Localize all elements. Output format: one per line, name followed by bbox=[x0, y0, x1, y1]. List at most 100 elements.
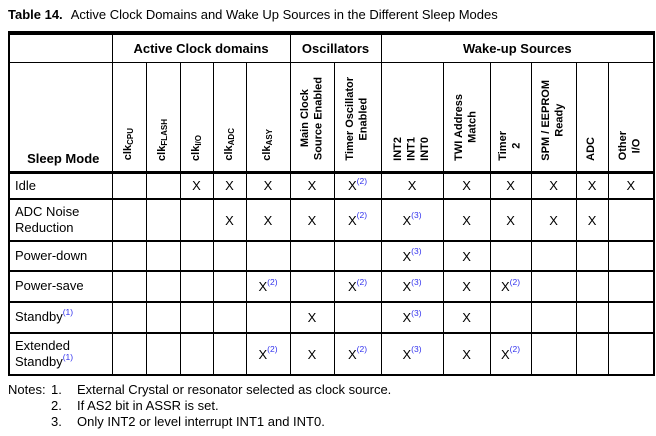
mark-cell bbox=[212, 332, 247, 376]
col-header-adc: ADC bbox=[575, 61, 609, 174]
mark-cell bbox=[530, 301, 577, 334]
mark-cell: X bbox=[380, 171, 444, 200]
mark-cell bbox=[145, 301, 181, 334]
notes-label: Notes: bbox=[8, 382, 46, 397]
table-row: Power-down X(3) X bbox=[8, 240, 655, 272]
sleep-mode-cell: ADC Noise Reduction bbox=[8, 198, 113, 242]
sleep-mode-cell: Power-save bbox=[8, 270, 113, 303]
mark-cell bbox=[575, 301, 609, 334]
mark-cell bbox=[145, 171, 181, 200]
col-header-timer-2: Timer 2 bbox=[489, 61, 532, 174]
mark-cell: X(2) bbox=[245, 270, 291, 303]
table-body: Idle X X X X X(2) X X X X X X ADC Noise Reduction X X X… bbox=[8, 171, 655, 376]
mark-cell: X bbox=[245, 171, 291, 200]
col-header-label: clkFLASH bbox=[156, 118, 170, 161]
mark-cell bbox=[212, 270, 247, 303]
table-title-number: Table 14. bbox=[8, 7, 63, 22]
sleep-mode-cell: Standby(1) bbox=[8, 301, 113, 334]
mark-cell: X bbox=[245, 198, 291, 242]
mark-cell: X bbox=[530, 198, 577, 242]
col-header-label: TWI Address Match bbox=[453, 93, 479, 161]
mark-cell: X bbox=[489, 171, 532, 200]
col-header-label: clkCPU bbox=[122, 128, 136, 161]
mark-cell bbox=[530, 240, 577, 272]
note-number: 2. bbox=[51, 398, 62, 413]
mark-cell bbox=[245, 301, 291, 334]
mark-cell bbox=[333, 301, 382, 334]
mark-cell bbox=[111, 240, 147, 272]
mark-cell bbox=[575, 332, 609, 376]
mark-cell: X(2) bbox=[333, 332, 382, 376]
col-header-label: Other I/O bbox=[617, 131, 643, 161]
mark-cell: X bbox=[442, 301, 491, 334]
col-header-main-clock-source-enabled: Main Clock Source Enabled bbox=[289, 61, 335, 174]
mark-cell bbox=[111, 301, 147, 334]
corner-cell bbox=[8, 32, 113, 63]
mark-cell bbox=[530, 270, 577, 303]
mark-cell: X bbox=[575, 171, 609, 200]
col-header-label: Main Clock Source Enabled bbox=[298, 77, 325, 161]
mark-cell: X bbox=[442, 240, 491, 272]
mark-cell: X bbox=[179, 171, 214, 200]
mark-cell bbox=[289, 240, 335, 272]
mark-cell bbox=[212, 301, 247, 334]
mark-cell bbox=[145, 198, 181, 242]
mark-cell bbox=[145, 240, 181, 272]
table-row: Power-save X(2) X(2) X(3) X X(2) bbox=[8, 270, 655, 303]
col-header-label: clkI/O bbox=[189, 134, 203, 161]
table-row: Idle X X X X X(2) X X X X X X bbox=[8, 171, 655, 200]
mark-cell bbox=[111, 171, 147, 200]
note-text: External Crystal or resonator selected a… bbox=[77, 382, 392, 397]
col-header-label: clkADC bbox=[222, 127, 236, 161]
mark-cell bbox=[489, 240, 532, 272]
col-header-twi-address-match: TWI Address Match bbox=[442, 61, 491, 174]
mark-cell: X(3) bbox=[380, 240, 444, 272]
mark-cell: X bbox=[289, 171, 335, 200]
mark-cell: X bbox=[442, 332, 491, 376]
mark-cell: X bbox=[607, 171, 655, 200]
group-header-active-clock-domains: Active Clock domains bbox=[111, 32, 291, 63]
mark-cell bbox=[145, 332, 181, 376]
mark-cell bbox=[111, 270, 147, 303]
mark-cell: X bbox=[575, 198, 609, 242]
col-header-label: SPM / EEPROM Ready bbox=[540, 79, 566, 161]
sleep-modes-table: Active Clock domains Oscillators Wake-up… bbox=[8, 31, 656, 376]
mark-cell bbox=[179, 198, 214, 242]
col-header-other-io: Other I/O bbox=[607, 61, 655, 174]
table-row: Extended Standby(1) X(2) X X(2) X(3) X X(2) bbox=[8, 332, 655, 376]
mark-cell: X bbox=[212, 198, 247, 242]
mark-cell: X(2) bbox=[245, 332, 291, 376]
mark-cell bbox=[575, 240, 609, 272]
mark-cell: X bbox=[442, 171, 491, 200]
mark-cell bbox=[179, 301, 214, 334]
mark-cell: X(3) bbox=[380, 270, 444, 303]
column-header-row: Sleep Mode clkCPU clkFLASH clkI/O clkADC… bbox=[8, 61, 655, 174]
mark-cell bbox=[179, 332, 214, 376]
sleep-mode-cell: Power-down bbox=[8, 240, 113, 272]
col-header-label: ADC bbox=[585, 136, 598, 161]
col-header-label: Timer 2 bbox=[497, 130, 523, 161]
mark-cell: X(3) bbox=[380, 301, 444, 334]
mark-cell: X(3) bbox=[380, 332, 444, 376]
mark-cell: X bbox=[212, 171, 247, 200]
col-header-clk-flash: clkFLASH bbox=[145, 61, 181, 174]
note-line: 3. Only INT2 or level interrupt INT1 and… bbox=[8, 414, 653, 430]
col-header-label: INT2 INT1 INT0 bbox=[391, 136, 431, 161]
mark-cell: X bbox=[489, 198, 532, 242]
mark-cell bbox=[607, 270, 655, 303]
sleep-mode-cell: Idle bbox=[8, 171, 113, 200]
sleep-mode-header: Sleep Mode bbox=[8, 61, 113, 174]
mark-cell bbox=[333, 240, 382, 272]
mark-cell bbox=[212, 240, 247, 272]
group-header-row: Active Clock domains Oscillators Wake-up… bbox=[8, 32, 655, 63]
group-header-oscillators: Oscillators bbox=[289, 32, 382, 63]
mark-cell bbox=[145, 270, 181, 303]
note-number: 3. bbox=[51, 414, 62, 429]
mark-cell: X bbox=[289, 301, 335, 334]
mark-cell: X bbox=[289, 332, 335, 376]
group-header-wakeup-sources: Wake-up Sources bbox=[380, 32, 655, 63]
mark-cell bbox=[607, 240, 655, 272]
mark-cell bbox=[289, 270, 335, 303]
table-title: Table 14. Active Clock Domains and Wake U… bbox=[8, 7, 653, 22]
